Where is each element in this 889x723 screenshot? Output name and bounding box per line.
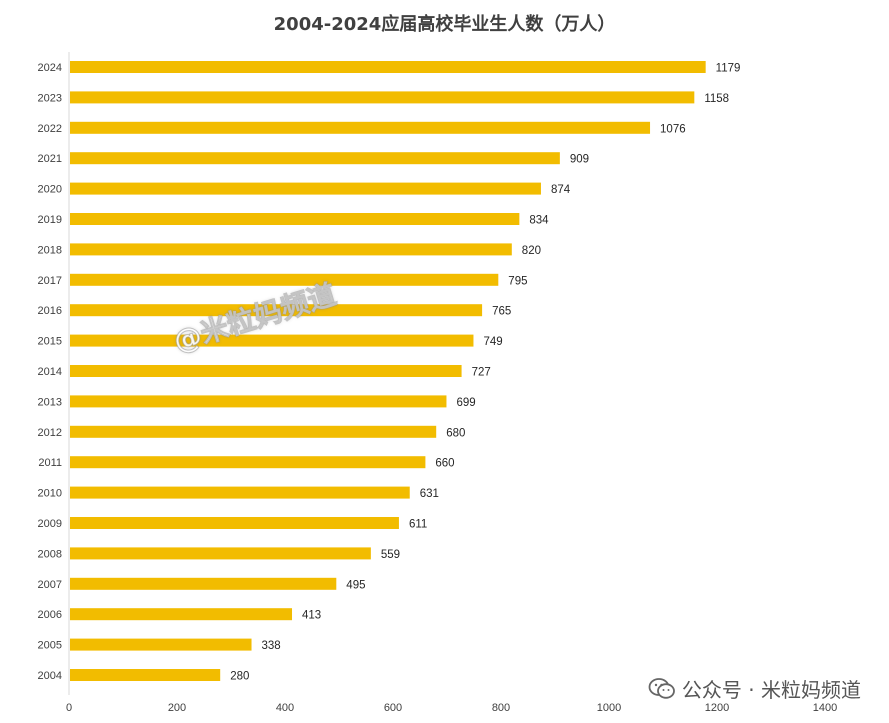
category-label: 2010 xyxy=(38,488,62,500)
bar xyxy=(70,577,337,590)
category-label: 2021 xyxy=(38,153,62,165)
category-label: 2012 xyxy=(38,427,62,439)
category-label: 2014 xyxy=(38,366,62,378)
data-label: 765 xyxy=(492,306,511,318)
bar xyxy=(70,486,410,499)
bar xyxy=(70,152,560,165)
bars-layer xyxy=(70,61,706,681)
data-label: 909 xyxy=(570,154,589,166)
data-label: 1179 xyxy=(716,63,741,75)
data-label: 795 xyxy=(508,275,527,287)
bar xyxy=(70,638,252,651)
bar xyxy=(70,304,483,317)
category-label: 2019 xyxy=(38,214,62,226)
category-label: 2024 xyxy=(38,62,62,74)
bar xyxy=(70,61,706,73)
category-label: 2007 xyxy=(38,579,62,591)
x-tick-label: 200 xyxy=(168,702,186,714)
data-label: 749 xyxy=(483,336,502,348)
data-label: 1158 xyxy=(704,93,729,105)
category-label: 2011 xyxy=(38,457,62,469)
bar xyxy=(70,91,695,104)
bar xyxy=(70,334,474,347)
category-label: 2013 xyxy=(38,396,62,408)
data-label: 631 xyxy=(420,488,439,500)
x-tick-label: 400 xyxy=(276,702,294,714)
data-label: 680 xyxy=(446,427,465,439)
x-tick-label: 600 xyxy=(384,702,402,714)
x-tick-label: 800 xyxy=(492,702,510,714)
data-label: 495 xyxy=(346,579,365,591)
bar xyxy=(70,669,221,681)
data-label: 611 xyxy=(409,519,427,531)
x-tick-label: 1400 xyxy=(813,702,837,714)
x-tick-label: 1200 xyxy=(705,702,729,714)
footer-text: 公众号 · 米粒妈频道 xyxy=(681,678,861,702)
data-label: 660 xyxy=(435,458,454,470)
data-label: 413 xyxy=(302,610,321,622)
category-label: 2022 xyxy=(38,123,62,135)
category-label: 2018 xyxy=(38,244,62,256)
footer-brand: 公众号 · 米粒妈频道 xyxy=(648,674,861,703)
wechat-icon xyxy=(648,677,675,699)
bar xyxy=(70,425,437,438)
bar xyxy=(70,456,426,469)
data-label: 820 xyxy=(522,245,541,257)
bar xyxy=(70,121,651,134)
category-label: 2006 xyxy=(38,609,62,621)
data-label: 1076 xyxy=(660,123,686,135)
bar xyxy=(70,395,447,408)
data-label: 874 xyxy=(551,184,571,196)
data-label: 338 xyxy=(262,640,281,652)
category-label: 2005 xyxy=(38,640,62,652)
bar xyxy=(70,517,399,529)
bar xyxy=(70,182,541,195)
labels-layer: 0 200 400 600 800 1000 1200 1400 2024 1179 2023 115… xyxy=(38,62,838,714)
data-label: 559 xyxy=(381,549,400,561)
x-tick-label: 0 xyxy=(66,702,72,714)
data-label: 727 xyxy=(472,367,491,379)
category-label: 2020 xyxy=(38,184,62,196)
data-label: 699 xyxy=(456,397,475,409)
chart-title: 2004-2024应届高校毕业生人数（万人） xyxy=(273,14,616,35)
category-label: 2004 xyxy=(38,670,62,682)
category-label: 2015 xyxy=(38,336,62,348)
category-label: 2017 xyxy=(38,275,62,287)
data-label: 280 xyxy=(230,671,249,683)
bar xyxy=(70,213,520,225)
bar xyxy=(70,365,462,377)
category-label: 2009 xyxy=(38,518,62,530)
category-label: 2016 xyxy=(38,305,62,317)
bar xyxy=(70,273,499,286)
category-label: 2008 xyxy=(38,548,62,560)
bar xyxy=(70,243,512,256)
bar xyxy=(70,547,371,560)
category-label: 2023 xyxy=(38,92,62,104)
x-tick-label: 1000 xyxy=(597,702,621,714)
bar xyxy=(70,608,293,621)
data-label: 834 xyxy=(529,215,549,227)
